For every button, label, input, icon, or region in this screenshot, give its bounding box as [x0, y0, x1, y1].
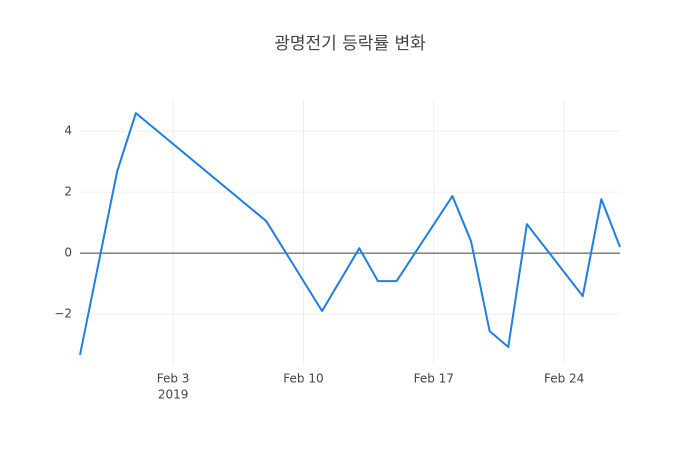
x-tick-label: Feb 24: [544, 372, 584, 386]
y-tick-label: 0: [64, 246, 72, 260]
x-year-label: 2019: [158, 388, 189, 402]
data-line: [79, 112, 621, 356]
x-tick-label: Feb 3: [157, 372, 190, 386]
chart-title: 광명전기 등락률 변화: [274, 34, 426, 54]
y-tick-label: 4: [64, 124, 72, 138]
x-tick-label: Feb 10: [283, 372, 323, 386]
x-tick-label: Feb 17: [414, 372, 454, 386]
y-tick-label: −2: [54, 307, 72, 321]
y-tick-label: 2: [64, 185, 72, 199]
